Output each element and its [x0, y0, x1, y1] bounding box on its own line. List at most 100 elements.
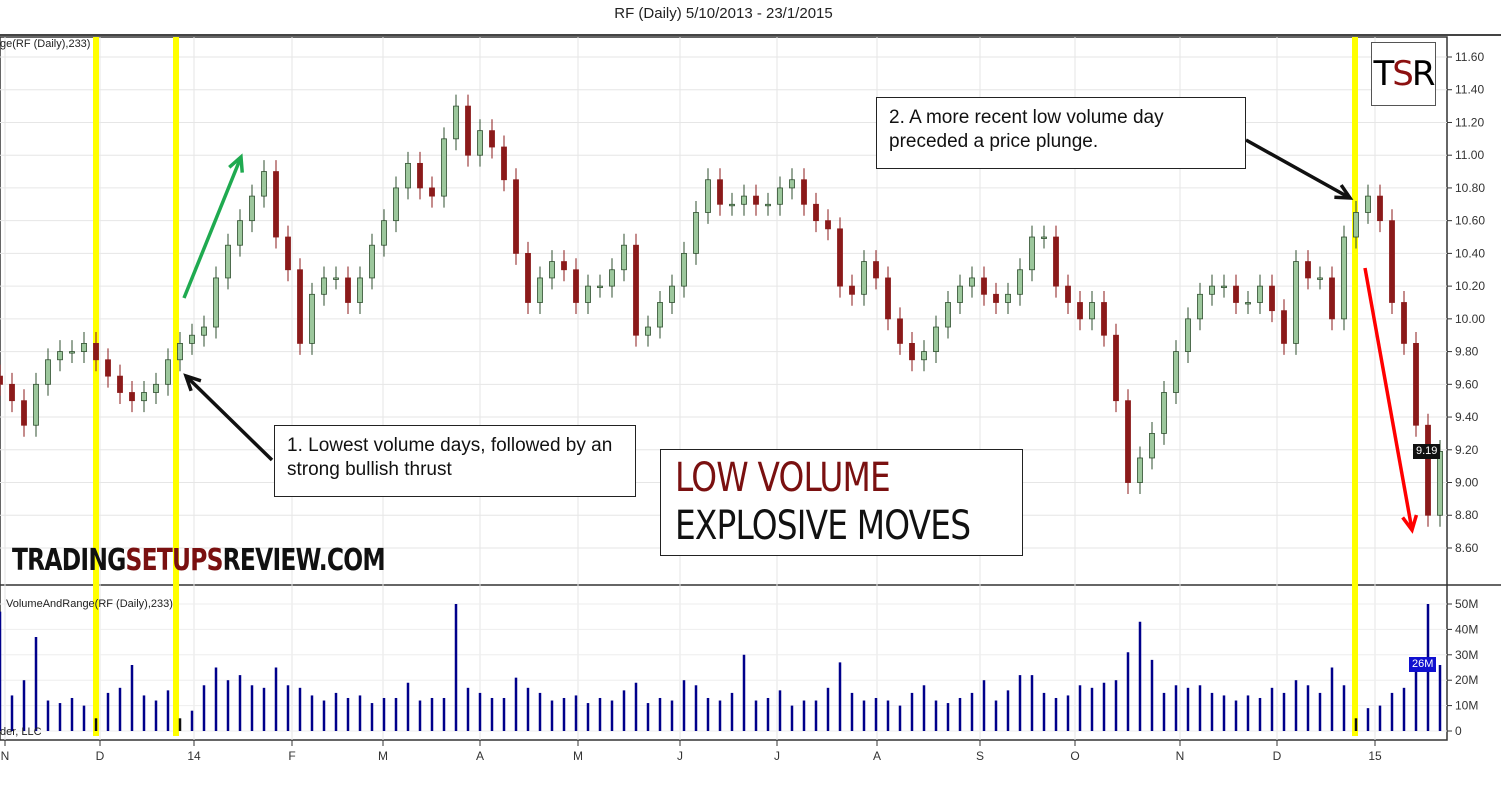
candle-bullish	[213, 277, 219, 328]
y-tick-label: 10.40	[1455, 246, 1485, 260]
x-tick-label: N	[1, 749, 10, 763]
candle-bullish	[1173, 351, 1179, 393]
y-tick-label: 9.20	[1455, 443, 1479, 457]
candle-bullish	[381, 220, 387, 246]
candle-bullish	[1245, 302, 1251, 305]
candle-bearish	[273, 171, 279, 238]
x-tick-label: D	[96, 749, 105, 763]
candle-bearish	[1077, 302, 1083, 320]
x-tick-label: J	[774, 749, 780, 763]
candle-bullish	[537, 277, 543, 303]
candle-bullish	[945, 302, 951, 328]
candle-bullish	[789, 179, 795, 189]
candle-bullish	[225, 244, 231, 279]
candle-bearish	[981, 277, 987, 295]
candle-bearish	[1101, 302, 1107, 336]
candle-bearish	[897, 318, 903, 344]
candle-bullish	[645, 326, 651, 336]
candle-bullish	[405, 162, 411, 189]
x-tick-label: 15	[1368, 749, 1382, 763]
headline-line-1: LOW VOLUME	[675, 455, 891, 501]
candle-bearish	[1053, 236, 1059, 287]
candle-bearish	[873, 261, 879, 279]
candle-bullish	[681, 252, 687, 287]
watermark-part: REVIEW.COM	[222, 543, 386, 578]
logo-letter: R	[1411, 54, 1435, 94]
candle-bearish	[525, 252, 531, 303]
x-tick-label: N	[1176, 749, 1185, 763]
candle-bearish	[285, 236, 291, 271]
candle-bearish	[1377, 195, 1383, 222]
note-1-pointer-arrow	[184, 374, 274, 462]
candle-bullish	[237, 220, 243, 246]
candle-bullish	[609, 269, 615, 287]
note-2-pointer-arrow-head	[1334, 184, 1354, 200]
annotation-note-2: 2. A more recent low volume day preceded…	[876, 97, 1246, 169]
candle-bullish	[249, 195, 255, 222]
chart-title: RF (Daily) 5/10/2013 - 23/1/2015	[614, 5, 833, 22]
candle-bullish	[765, 203, 771, 207]
candle-bearish	[1233, 285, 1239, 303]
candle-bullish	[1041, 236, 1047, 239]
candle-bearish	[837, 228, 843, 287]
candle-bearish	[1065, 285, 1071, 303]
candle-bearish	[1425, 424, 1431, 516]
volume-y-tick-label: 50M	[1455, 597, 1478, 611]
candle-bullish	[1353, 212, 1359, 238]
candle-bullish	[1293, 261, 1299, 344]
candle-bullish	[621, 244, 627, 271]
price-plunge-arrow-head	[1401, 514, 1419, 534]
candle-bullish	[309, 293, 315, 344]
x-tick-label: S	[976, 749, 984, 763]
candle-bullish	[393, 187, 399, 222]
candle-bullish	[669, 285, 675, 303]
bullish-thrust-arrow-head	[228, 153, 244, 173]
low-volume-highlight	[93, 37, 99, 736]
candle-bullish	[1221, 285, 1227, 289]
candle-bullish	[1089, 302, 1095, 320]
candle-bearish	[993, 293, 999, 303]
candle-bullish	[1341, 236, 1347, 320]
candle-bullish	[165, 359, 171, 385]
candle-bearish	[1329, 277, 1335, 320]
headline-box: LOW VOLUME EXPLOSIVE MOVES	[660, 449, 1023, 556]
candle-bullish	[1017, 269, 1023, 295]
y-tick-label: 11.60	[1455, 50, 1484, 64]
candle-bearish	[909, 343, 915, 361]
candle-bullish	[957, 285, 963, 303]
candle-bearish	[9, 383, 15, 402]
y-tick-label: 9.40	[1455, 410, 1479, 424]
candle-bullish	[1257, 285, 1263, 303]
y-tick-label: 8.80	[1455, 508, 1479, 522]
candle-bullish	[1365, 195, 1371, 213]
candle-bullish	[369, 244, 375, 279]
volume-y-tick-label: 20M	[1455, 673, 1478, 687]
price-indicator-label: ge(RF (Daily),233)	[0, 38, 91, 50]
candle-bullish	[597, 285, 603, 289]
candle-bearish	[0, 375, 3, 385]
y-tick-label: 11.00	[1455, 148, 1484, 162]
candle-bearish	[561, 261, 567, 271]
y-tick-label: 8.60	[1455, 541, 1479, 555]
annotation-note-1: 1. Lowest volume days, followed by an st…	[274, 425, 636, 497]
watermark: TRADINGSETUPSREVIEW.COM	[12, 543, 386, 578]
candle-bearish	[801, 179, 807, 205]
y-tick-label: 9.00	[1455, 476, 1479, 490]
candle-bullish	[933, 326, 939, 352]
last-price-tag: 9.19	[1413, 444, 1441, 459]
candle-bullish	[1137, 457, 1143, 483]
candle-bearish	[417, 162, 423, 189]
candle-bullish	[201, 326, 207, 336]
candle-bearish	[513, 179, 519, 254]
candle-bearish	[297, 269, 303, 344]
y-tick-label: 10.60	[1455, 214, 1485, 228]
y-tick-label: 11.20	[1455, 115, 1484, 129]
candle-bullish	[1437, 451, 1443, 516]
candle-bullish	[861, 261, 867, 295]
x-tick-label: M	[378, 749, 388, 763]
watermark-part-accent: SETUPS	[125, 543, 224, 578]
candle-bullish	[549, 261, 555, 279]
candle-bearish	[345, 277, 351, 303]
candle-bearish	[465, 105, 471, 156]
